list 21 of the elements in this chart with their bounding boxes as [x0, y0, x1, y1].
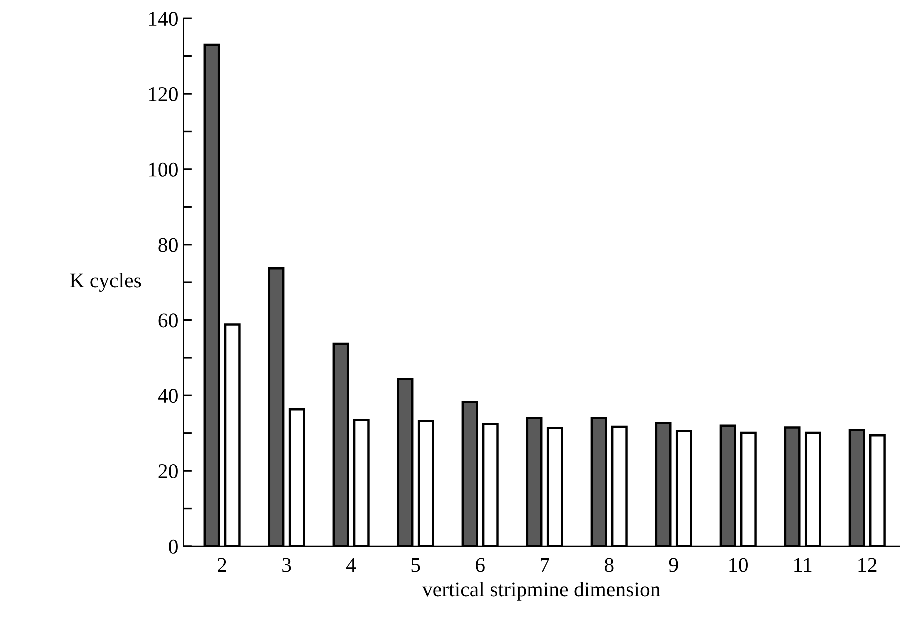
x-tick-label: 9	[669, 558, 678, 572]
x-tick-label: 7	[541, 558, 550, 572]
x-tick-label: 4	[346, 558, 356, 572]
y-axis-title: K cycles	[70, 273, 142, 292]
y-tick-label: 0	[169, 540, 178, 554]
x-tick-label: 11	[794, 558, 812, 572]
y-tick-label: 100	[149, 162, 178, 177]
x-tick-label: 8	[604, 558, 614, 572]
x-tick-label: 10	[730, 558, 748, 572]
y-tick-label: 80	[158, 238, 178, 252]
x-tick-label: 6	[476, 558, 485, 572]
y-tick-label: 120	[149, 87, 178, 102]
y-tick-label: 140	[149, 12, 178, 26]
x-tick-label: 2	[218, 558, 226, 572]
x-axis-title: vertical stripmine dimension	[422, 582, 660, 601]
y-tick-label: 20	[158, 464, 178, 479]
x-tick-label: 3	[282, 558, 292, 572]
x-tick-label: 5	[412, 558, 420, 572]
y-tick-label: 60	[158, 314, 178, 328]
x-tick-label: 12	[858, 558, 877, 572]
y-tick-label: 40	[158, 389, 178, 404]
